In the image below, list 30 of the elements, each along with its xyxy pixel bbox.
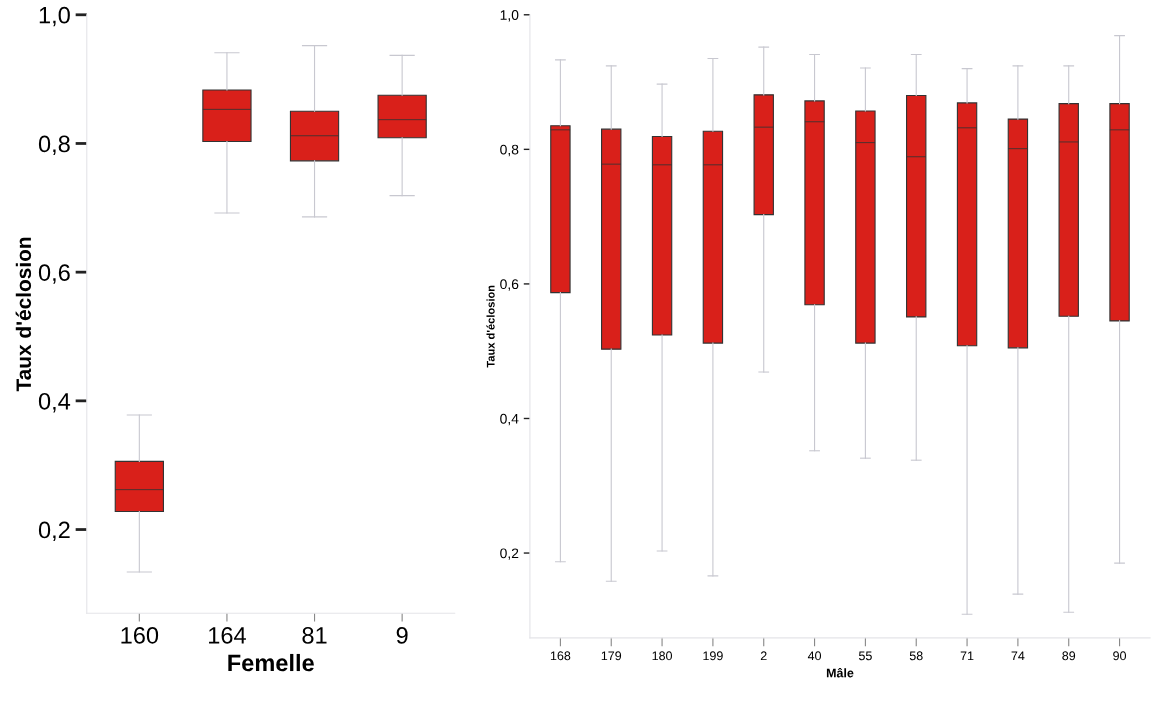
x-tick-label: 58 bbox=[909, 651, 923, 661]
y-tick-label: 0,4 bbox=[38, 392, 71, 413]
x-tick-label: 9 bbox=[396, 627, 408, 644]
y-tick-label: 1,0 bbox=[500, 10, 519, 22]
x-tick-label: 71 bbox=[960, 651, 974, 661]
x-tick-label: 40 bbox=[807, 651, 822, 661]
y-axis-title: Taux d'éclosion bbox=[15, 237, 32, 392]
x-axis-title: Femelle bbox=[228, 653, 314, 672]
y-tick-label: 0,8 bbox=[500, 144, 519, 157]
y-tick-label: 0,6 bbox=[500, 279, 519, 291]
x-tick-label: 180 bbox=[652, 651, 673, 661]
x-tick-label: 81 bbox=[302, 627, 327, 644]
x-tick-label: 55 bbox=[858, 651, 872, 661]
x-axis-title: Mâle bbox=[826, 667, 854, 678]
y-tick-label: 0,4 bbox=[500, 413, 519, 426]
x-tick-label: 89 bbox=[1062, 651, 1076, 661]
x-tick-label: 90 bbox=[1113, 651, 1127, 661]
y-axis-title: Taux d'éclosion bbox=[486, 285, 495, 368]
x-tick-label: 160 bbox=[121, 627, 159, 644]
y-tick-label: 1,0 bbox=[39, 6, 70, 27]
y-tick-label: 0,6 bbox=[38, 264, 70, 284]
x-tick-label: 74 bbox=[1011, 651, 1025, 661]
y-tick-label: 0,2 bbox=[38, 521, 70, 542]
x-tick-label: 199 bbox=[703, 651, 723, 661]
x-tick-label: 164 bbox=[209, 627, 246, 644]
y-tick-label: 0,2 bbox=[500, 548, 519, 560]
x-tick-label: 168 bbox=[550, 651, 571, 661]
y-tick-label: 0,8 bbox=[38, 135, 70, 156]
x-tick-label: 2 bbox=[760, 651, 767, 661]
x-tick-label: 179 bbox=[601, 651, 622, 661]
